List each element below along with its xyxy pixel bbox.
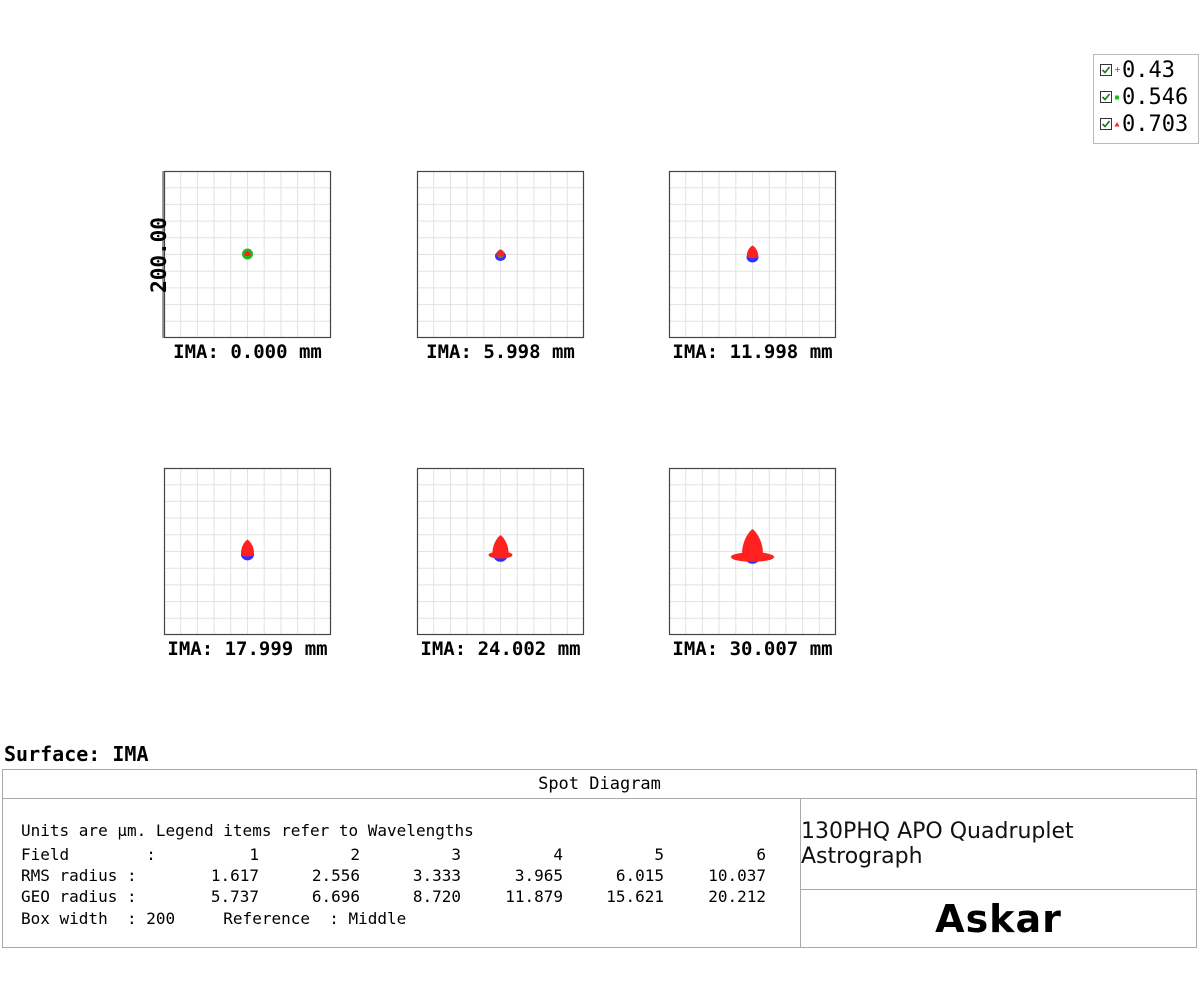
geo-value: 11.879 bbox=[505, 887, 563, 906]
spot-statistics: Units are µm. Legend items refer to Wave… bbox=[3, 799, 801, 947]
rms-value: 1.617 bbox=[210, 866, 259, 885]
legend-label: 0.43 bbox=[1122, 57, 1175, 83]
spot-box-frame bbox=[163, 170, 332, 339]
legend-item-3[interactable]: 0.703 bbox=[1094, 111, 1188, 137]
spot-box-frame bbox=[163, 467, 332, 636]
brand-cell: Askar bbox=[801, 890, 1196, 947]
spot-wavelength-0.703 bbox=[241, 539, 254, 557]
field-number: 2 bbox=[350, 845, 360, 864]
geo-value: 8.720 bbox=[412, 887, 461, 906]
surface-label: Surface: IMA bbox=[4, 742, 149, 766]
geo-value: 20.212 bbox=[708, 887, 766, 906]
field-number: 6 bbox=[756, 845, 766, 864]
rms-value: 6.015 bbox=[615, 866, 664, 885]
rms-value: 2.556 bbox=[311, 866, 360, 885]
spot-box-frame bbox=[416, 467, 585, 636]
brand-logo: Askar bbox=[935, 896, 1062, 941]
spot-box-field-3: IMA: 11.998 mm bbox=[668, 170, 837, 363]
field-number: 5 bbox=[654, 845, 664, 864]
rms-value: 10.037 bbox=[708, 866, 766, 885]
field-label: IMA: 24.002 mm bbox=[420, 638, 580, 660]
checkbox-checked-icon[interactable] bbox=[1100, 91, 1112, 103]
spot-wavelength-0.703-flare bbox=[488, 551, 513, 559]
field-row-label: Field : bbox=[21, 845, 156, 864]
rms-value: 3.965 bbox=[514, 866, 563, 885]
design-name-cell: 130PHQ APO Quadruplet Astrograph bbox=[801, 799, 1196, 890]
spot-box-frame bbox=[668, 467, 837, 636]
legend-label: 0.546 bbox=[1122, 84, 1189, 110]
spot-wavelength-0.703 bbox=[746, 245, 759, 259]
spot-wavelength-0.703-flare bbox=[730, 552, 775, 562]
box-scale-label: 200.00 bbox=[147, 217, 171, 293]
box-width-line: Box width : 200 Reference : Middle bbox=[21, 909, 407, 928]
field-label: IMA: 5.998 mm bbox=[426, 341, 575, 363]
field-label: IMA: 17.999 mm bbox=[167, 638, 327, 660]
legend-marker-icon bbox=[1114, 122, 1120, 127]
spot-box-field-5: IMA: 24.002 mm bbox=[416, 467, 585, 660]
geo-value: 6.696 bbox=[311, 887, 360, 906]
checkbox-checked-icon[interactable] bbox=[1100, 64, 1112, 76]
svg-text:+: + bbox=[1114, 65, 1121, 74]
info-table: Spot Diagram Units are µm. Legend items … bbox=[2, 769, 1197, 948]
spot-box-frame bbox=[668, 170, 837, 339]
field-label: IMA: 0.000 mm bbox=[173, 341, 322, 363]
field-label: IMA: 30.007 mm bbox=[672, 638, 832, 660]
rms-value: 3.333 bbox=[412, 866, 461, 885]
spot-box-field-1: IMA: 0.000 mm bbox=[163, 170, 332, 363]
legend-marker-icon bbox=[1115, 95, 1119, 100]
spot-box-frame bbox=[416, 170, 585, 339]
field-number: 4 bbox=[553, 845, 563, 864]
geo-value: 15.621 bbox=[606, 887, 664, 906]
table-title: Spot Diagram bbox=[3, 770, 1196, 799]
legend-marker-icon: + bbox=[1114, 65, 1121, 74]
legend-item-1[interactable]: + 0.43 bbox=[1094, 57, 1175, 83]
geo-value: 5.737 bbox=[210, 887, 259, 906]
spot-diagram-plots: IMA: 0.000 mm IMA: 5.998 mm IMA: 11.998 mm… bbox=[147, 170, 837, 660]
rms-row-label: RMS radius : bbox=[21, 866, 137, 885]
units-line: Units are µm. Legend items refer to Wave… bbox=[21, 821, 474, 840]
legend-label: 0.703 bbox=[1122, 111, 1189, 137]
spot-box-field-6: IMA: 30.007 mm bbox=[668, 467, 837, 660]
spot-wavelength-0.703 bbox=[244, 250, 251, 257]
geo-row-label: GEO radius : bbox=[21, 887, 137, 906]
spot-box-field-2: IMA: 5.998 mm bbox=[416, 170, 585, 363]
legend-item-2[interactable]: 0.546 bbox=[1094, 84, 1188, 110]
spot-box-field-4: IMA: 17.999 mm bbox=[163, 467, 332, 660]
spot-wavelength-0.703 bbox=[496, 249, 505, 257]
field-label: IMA: 11.998 mm bbox=[672, 341, 832, 363]
checkbox-checked-icon[interactable] bbox=[1100, 118, 1112, 130]
design-name: 130PHQ APO Quadruplet Astrograph bbox=[801, 819, 1074, 869]
field-number: 3 bbox=[451, 845, 461, 864]
field-number: 1 bbox=[249, 845, 259, 864]
wavelength-legend: + 0.43 0.546 0.703 bbox=[1093, 54, 1199, 144]
